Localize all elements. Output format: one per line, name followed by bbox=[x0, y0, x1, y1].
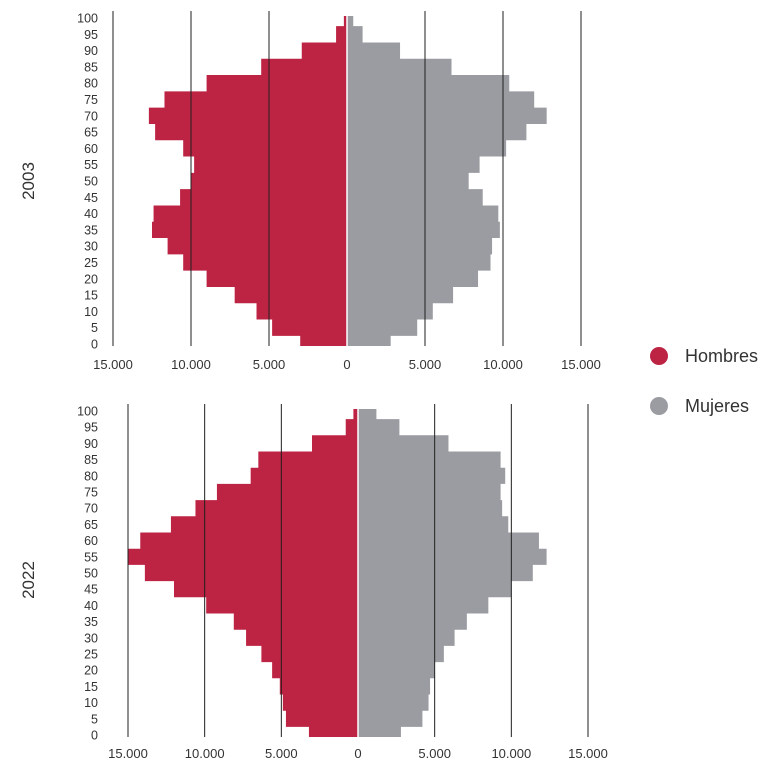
bars-mujeres-2003 bbox=[347, 16, 547, 346]
y-tick-label: 20 bbox=[84, 272, 98, 286]
y-tick-label: 35 bbox=[84, 615, 98, 629]
y-tick-label: 15 bbox=[84, 680, 98, 694]
y-tick-label: 65 bbox=[84, 126, 98, 140]
y-tick-label: 10 bbox=[84, 696, 98, 710]
bars-hombres-2022 bbox=[128, 409, 358, 737]
x-tick-label: 5.000 bbox=[265, 746, 298, 761]
y-tick-label: 45 bbox=[84, 583, 98, 597]
y-tick-label: 25 bbox=[84, 256, 98, 270]
y-tick-label: 100 bbox=[77, 12, 98, 26]
y-tick-label: 50 bbox=[84, 567, 98, 581]
y-tick-label: 55 bbox=[84, 158, 98, 172]
legend-swatch-mujeres bbox=[650, 397, 668, 415]
y-tick-label: 60 bbox=[84, 142, 98, 156]
legend-item-hombres[interactable]: Hombres bbox=[650, 343, 758, 369]
legend-label-hombres: Hombres bbox=[685, 345, 759, 366]
y-tick-label: 35 bbox=[84, 223, 98, 237]
y-tick-label: 0 bbox=[91, 729, 98, 743]
legend-item-mujeres[interactable]: Mujeres bbox=[650, 393, 758, 419]
x-tick-label: 15.000 bbox=[568, 746, 608, 761]
y-tick-label: 30 bbox=[84, 631, 98, 645]
legend-swatch-hombres bbox=[650, 347, 668, 365]
y-tick-label: 25 bbox=[84, 648, 98, 662]
y-tick-label: 85 bbox=[84, 60, 98, 74]
y-tick-label: 90 bbox=[84, 44, 98, 58]
x-tick-label: 15.000 bbox=[93, 357, 133, 372]
year-label-2003: 2003 bbox=[19, 162, 38, 200]
y-tick-label: 20 bbox=[84, 664, 98, 678]
y-tick-label: 95 bbox=[84, 421, 98, 435]
y-tick-label: 60 bbox=[84, 534, 98, 548]
x-tick-label: 15.000 bbox=[561, 357, 601, 372]
y-tick-label: 80 bbox=[84, 77, 98, 91]
x-tick-label: 0 bbox=[354, 746, 361, 761]
y-tick-label: 5 bbox=[91, 321, 98, 335]
y-tick-label: 5 bbox=[91, 712, 98, 726]
y-tick-label: 90 bbox=[84, 437, 98, 451]
x-tick-label: 5.000 bbox=[418, 746, 451, 761]
x-tick-label: 10.000 bbox=[185, 746, 225, 761]
pyramid-2022: 15.000 10.000 5.000 0 5.000 10.000 15.000 0 5 10 1… bbox=[19, 404, 608, 761]
y-tick-label: 40 bbox=[84, 207, 98, 221]
y-tick-label: 45 bbox=[84, 191, 98, 205]
legend-label-mujeres: Mujeres bbox=[685, 395, 750, 416]
y-tick-label: 40 bbox=[84, 599, 98, 613]
y-tick-label: 70 bbox=[84, 109, 98, 123]
y-tick-label: 55 bbox=[84, 550, 98, 564]
x-tick-label: 10.000 bbox=[171, 357, 211, 372]
legend: Hombres Mujeres bbox=[650, 343, 758, 443]
y-tick-label: 10 bbox=[84, 305, 98, 319]
year-label-2022: 2022 bbox=[19, 561, 38, 599]
x-tick-label: 5.000 bbox=[409, 357, 442, 372]
y-tick-label: 95 bbox=[84, 28, 98, 42]
pyramid-2003: 15.000 10.000 5.000 0 5.000 10.000 15.000 0 5 10 1… bbox=[19, 11, 601, 372]
y-tick-label: 50 bbox=[84, 175, 98, 189]
y-tick-label: 80 bbox=[84, 469, 98, 483]
y-tick-label: 0 bbox=[91, 338, 98, 352]
x-tick-label: 0 bbox=[343, 357, 350, 372]
y-tick-label: 15 bbox=[84, 289, 98, 303]
y-tick-label: 65 bbox=[84, 518, 98, 532]
bars-hombres-2003 bbox=[148, 16, 347, 346]
y-tick-label: 100 bbox=[77, 405, 98, 419]
y-tick-label: 30 bbox=[84, 240, 98, 254]
x-tick-label: 10.000 bbox=[483, 357, 523, 372]
y-tick-label: 85 bbox=[84, 453, 98, 467]
x-tick-label: 10.000 bbox=[491, 746, 531, 761]
x-tick-label: 15.000 bbox=[108, 746, 148, 761]
y-tick-label: 75 bbox=[84, 93, 98, 107]
x-tick-label: 5.000 bbox=[253, 357, 286, 372]
y-tick-label: 75 bbox=[84, 486, 98, 500]
y-tick-label: 70 bbox=[84, 502, 98, 516]
bars-mujeres-2022 bbox=[358, 409, 547, 737]
